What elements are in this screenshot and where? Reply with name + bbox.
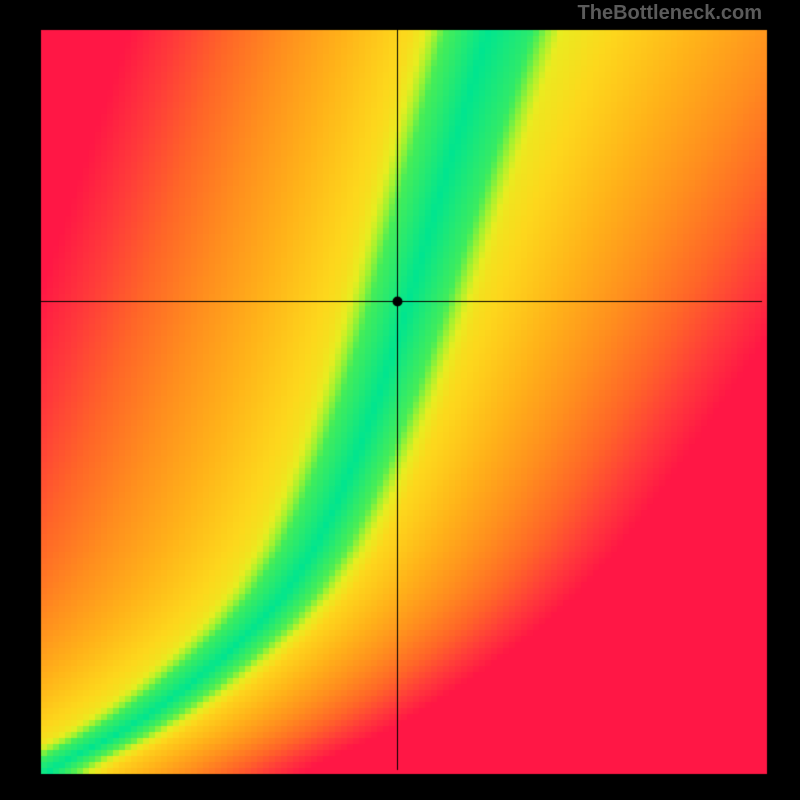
watermark-text: TheBottleneck.com (578, 2, 762, 25)
chart-container: { "watermark": { "text": "TheBottleneck.… (0, 0, 800, 800)
bottleneck-heatmap (0, 0, 800, 800)
